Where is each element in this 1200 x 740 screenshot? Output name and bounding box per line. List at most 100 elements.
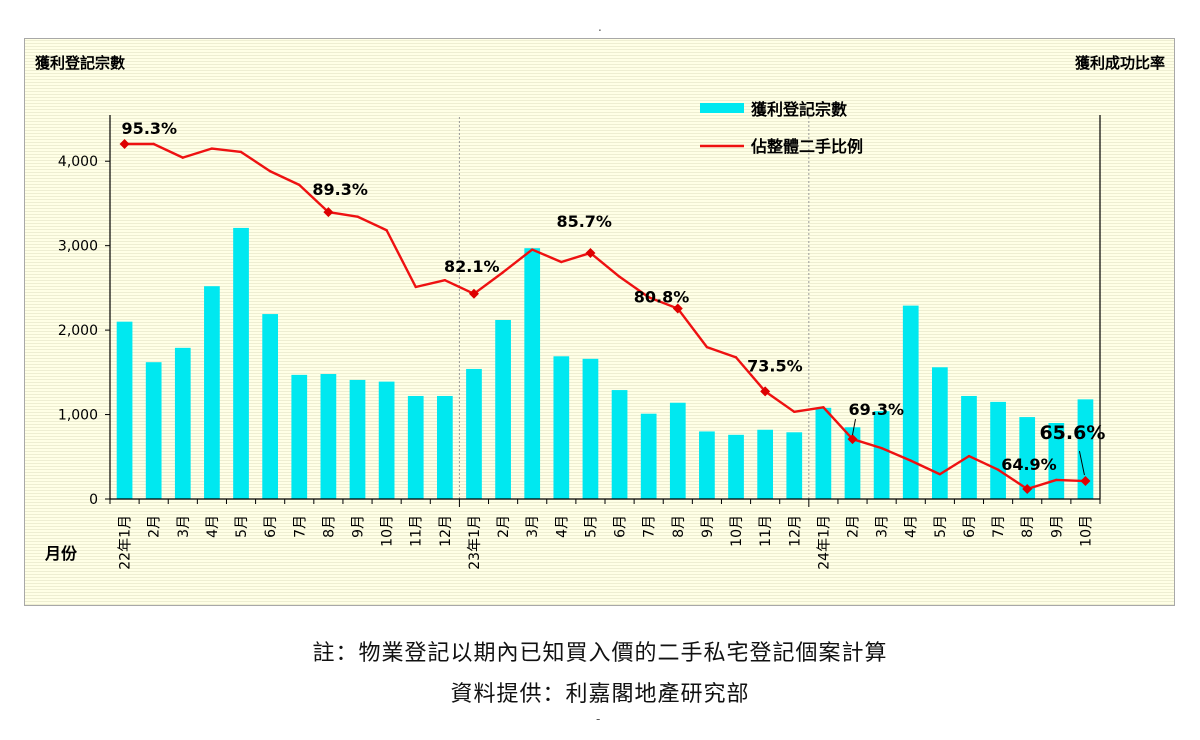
bar-10 <box>407 395 424 499</box>
bar-12 <box>466 368 482 499</box>
right-axis-title: 獲利成功比率 <box>1075 54 1165 72</box>
line-point-32 <box>1055 478 1058 482</box>
line-point-26 <box>880 446 883 450</box>
annotation-leader <box>852 418 856 436</box>
x-tick-label: 23年1月 <box>467 515 483 570</box>
x-tick-label: 22年1月 <box>118 515 134 570</box>
bar-6 <box>291 374 308 499</box>
line-point-4 <box>239 150 243 154</box>
annotation-label-7: 89.3% <box>312 180 368 199</box>
annotation-marker-33 <box>1080 476 1091 487</box>
bar-11 <box>436 395 453 499</box>
annotation-label-25: 69.3% <box>849 400 905 419</box>
x-tick-label: 6月 <box>263 515 279 538</box>
annotation-marker-16 <box>585 247 596 258</box>
bar-19 <box>669 402 686 499</box>
bar-13 <box>495 319 511 499</box>
bar-4 <box>233 227 249 499</box>
x-tick-label: 8月 <box>671 515 687 538</box>
x-tick-label: 24年1月 <box>816 515 832 570</box>
x-tick-label: 12月 <box>438 515 454 547</box>
line-point-18 <box>647 296 650 299</box>
annotation-label-22: 73.5% <box>747 356 803 375</box>
chart-area: 0 1,000 2,000 3,000 4,000 22年1月 2月 3月 4月 5月 6月 7月 8月… <box>24 38 1175 606</box>
line-point-23 <box>793 410 796 414</box>
bar-33 <box>1077 399 1094 499</box>
line-point-14 <box>531 248 534 251</box>
bar-21 <box>728 434 744 499</box>
x-tick-label: 2月 <box>147 515 163 538</box>
x-tick-label: 11月 <box>758 515 774 547</box>
bar-16 <box>582 358 599 499</box>
left-axis-title: 獲利登記宗數 <box>35 54 125 72</box>
line-point-28 <box>938 473 942 476</box>
page-mark-bottom: - <box>596 712 601 726</box>
bar-5 <box>262 314 279 499</box>
x-tick-label: 9月 <box>351 515 367 538</box>
annotation-label-19: 80.8% <box>634 288 690 307</box>
annotation-label-16: 85.7% <box>556 212 612 231</box>
x-tick-label: 8月 <box>321 515 337 538</box>
x-tick-label: 7月 <box>991 515 1007 538</box>
x-tick-label: 5月 <box>234 515 250 538</box>
bar-22 <box>757 429 774 499</box>
bar-25 <box>844 427 861 499</box>
x-tick-label: 10月 <box>1078 515 1094 547</box>
line-point-30 <box>996 468 1000 471</box>
line-point-27 <box>909 459 912 462</box>
bar-1 <box>145 362 162 499</box>
x-tick-label: 10月 <box>729 515 745 547</box>
line-point-2 <box>181 156 184 159</box>
x-tick-label: 8月 <box>1020 515 1036 538</box>
annotation-marker-0 <box>119 139 130 149</box>
x-tick-label: 12月 <box>787 515 803 547</box>
legend-label-bars: 獲利登記宗數 <box>751 100 847 119</box>
data-source: 資料提供：利嘉閣地產研究部 <box>450 682 750 707</box>
bar-23 <box>786 432 803 499</box>
annotation-leader <box>1078 450 1085 476</box>
x-tick-label: 11月 <box>409 515 425 547</box>
bar-27 <box>902 305 919 499</box>
x-tick-label: 9月 <box>700 515 716 538</box>
bar-28 <box>931 367 948 499</box>
x-tick-label: 6月 <box>613 515 629 538</box>
line-point-11 <box>443 278 447 282</box>
chart-svg: 0 1,000 2,000 3,000 4,000 22年1月 2月 3月 4月 5月 6月 7月 8月… <box>35 54 1165 570</box>
bar-20 <box>699 431 715 499</box>
legend-label-line: 佔整體二手比例 <box>750 137 863 156</box>
line-point-17 <box>618 275 621 278</box>
x-tick-label: 2月 <box>496 515 512 538</box>
page-mark-top: . <box>598 20 602 34</box>
bar-15 <box>553 356 570 499</box>
annotation-label-12: 82.1% <box>444 257 500 276</box>
annotation-marker-19 <box>672 303 683 314</box>
bar-2 <box>174 347 191 499</box>
x-tick-label: 4月 <box>554 515 570 538</box>
bar-26 <box>873 411 890 499</box>
y-tick-label: 2,000 <box>58 323 98 339</box>
bar-0 <box>116 321 133 499</box>
line-point-5 <box>268 170 272 173</box>
line-point-20 <box>705 345 709 349</box>
line-point-21 <box>734 356 738 359</box>
x-tick-label: 3月 <box>176 515 192 538</box>
bar-7 <box>320 374 337 499</box>
line-point-6 <box>298 183 301 187</box>
line-point-13 <box>501 271 505 274</box>
bar-8 <box>349 379 366 499</box>
bar-30 <box>990 401 1006 499</box>
x-tick-label: 4月 <box>904 515 920 538</box>
footnote: 註：物業登記以期內已知買入價的二手私宅登記個案計算 <box>312 641 888 666</box>
bar-29 <box>961 395 977 499</box>
line-point-29 <box>967 454 971 458</box>
x-tick-label: 9月 <box>1049 515 1065 538</box>
line-point-15 <box>560 260 563 264</box>
y-tick-label: 0 <box>89 492 98 508</box>
x-tick-label: 5月 <box>583 515 599 538</box>
x-tick-label: 4月 <box>205 515 221 538</box>
y-tick-label: 4,000 <box>58 154 98 170</box>
x-tick-label: 5月 <box>933 515 949 538</box>
bar-18 <box>640 413 657 499</box>
x-tick-label: 3月 <box>875 515 891 538</box>
x-tick-label: 7月 <box>642 515 658 538</box>
